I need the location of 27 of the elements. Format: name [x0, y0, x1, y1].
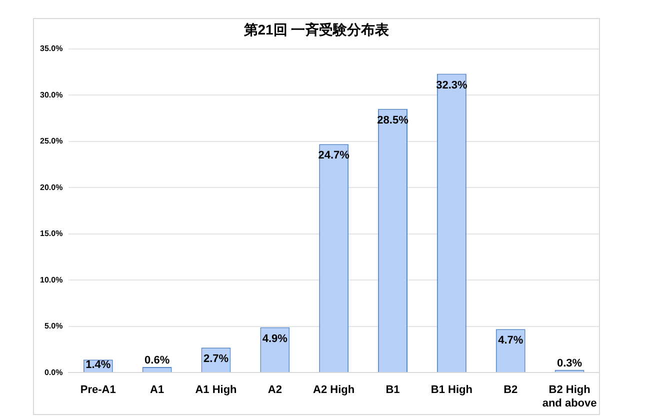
- x-tick-label: B1: [386, 384, 400, 396]
- x-tick-label: B1 High: [430, 384, 473, 396]
- data-label: 0.3%: [557, 357, 582, 370]
- data-label: 2.7%: [203, 353, 229, 366]
- x-tick-label: A2 High: [313, 384, 355, 396]
- data-label: 4.9%: [262, 332, 288, 345]
- y-tick-label: 20.0%: [40, 182, 63, 192]
- x-tick-label: B2 High and above: [542, 384, 597, 410]
- data-label: 24.7%: [318, 150, 350, 162]
- y-tick-label: 30.0%: [40, 90, 63, 100]
- x-tick-label: B2: [504, 384, 518, 396]
- data-label: 0.6%: [144, 354, 170, 367]
- x-tick-label: A1: [150, 384, 164, 396]
- data-label: 28.5%: [377, 114, 409, 126]
- chart-title: 第21回 一斉受験分布表: [242, 21, 390, 38]
- y-tick-label: 10.0%: [40, 275, 63, 284]
- x-tick-label: Pre-A1: [80, 384, 116, 396]
- y-tick-label: 25.0%: [40, 136, 63, 146]
- y-tick-label: 15.0%: [40, 229, 63, 238]
- x-tick-label: A2: [268, 384, 282, 396]
- data-label: 1.4%: [86, 359, 111, 372]
- y-tick-label: 0.0%: [44, 368, 63, 377]
- y-tick-label: 5.0%: [44, 322, 63, 331]
- data-label: 32.3%: [436, 79, 468, 92]
- x-tick-label: A1 High: [195, 384, 238, 396]
- data-label: 4.7%: [498, 334, 524, 347]
- y-tick-label: 35.0%: [40, 44, 63, 54]
